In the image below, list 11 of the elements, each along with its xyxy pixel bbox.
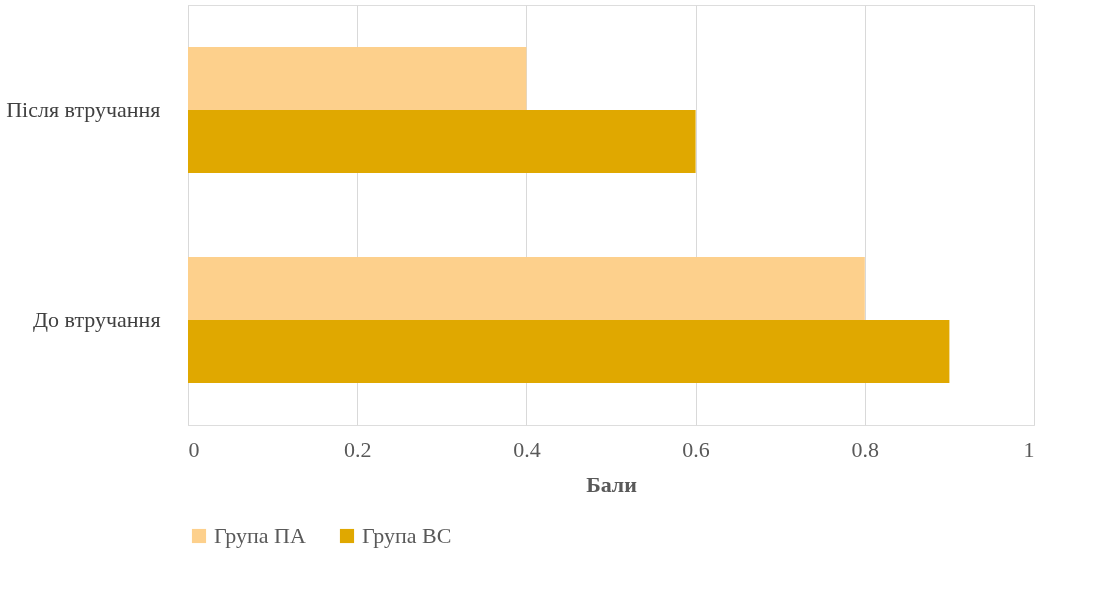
legend-label: Група ПА [214, 523, 306, 548]
x-tick-label: 0.8 [851, 436, 880, 462]
x-axis-title: Бали [586, 471, 638, 497]
x-tick-label: 1 [1023, 436, 1035, 462]
x-tick-label: 0.2 [343, 436, 372, 462]
y-tick-label: До втручання [33, 307, 161, 332]
legend-label: Група ВС [362, 523, 452, 548]
y-tick-label: Після втручання [6, 97, 161, 122]
x-tick-label: 0.6 [682, 436, 710, 462]
x-tick-label: 0.4 [513, 436, 541, 462]
x-tick-label: 0 [188, 436, 200, 462]
